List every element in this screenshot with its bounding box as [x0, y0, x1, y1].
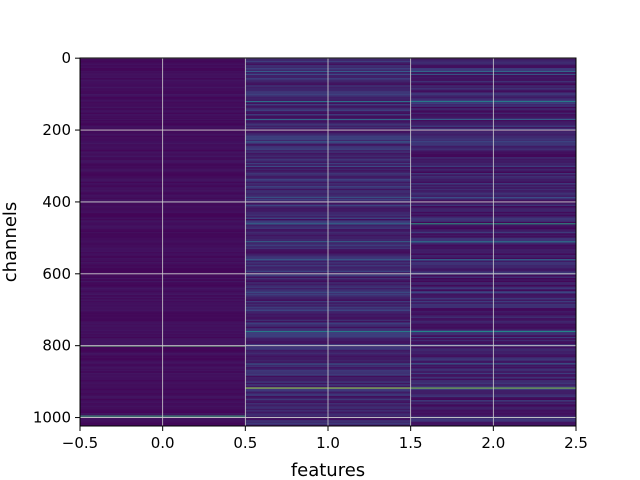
y-tick-label: 400 — [42, 193, 71, 211]
y-tick-label: 800 — [42, 337, 71, 355]
y-tick-label: 600 — [42, 265, 71, 283]
plot-area — [79, 57, 577, 427]
x-tick-label: 0.5 — [233, 434, 257, 452]
x-tick-label: 2.0 — [481, 434, 505, 452]
x-tick-label: 0.0 — [151, 434, 175, 452]
x-tick-label: 1.0 — [316, 434, 340, 452]
x-tick-label: −0.5 — [62, 434, 98, 452]
x-tick-label: 2.5 — [564, 434, 588, 452]
x-axis: −0.5 0.0 0.5 1.0 1.5 2.0 2.5 — [62, 426, 588, 452]
y-axis: 0 200 400 600 800 1000 — [33, 49, 80, 427]
x-axis-label: features — [291, 460, 365, 480]
x-tick-label: 1.5 — [399, 434, 423, 452]
y-axis-label: channels — [0, 202, 21, 283]
y-tick-label: 1000 — [33, 409, 71, 427]
y-tick-label: 0 — [61, 49, 71, 67]
y-tick-label: 200 — [42, 121, 71, 139]
